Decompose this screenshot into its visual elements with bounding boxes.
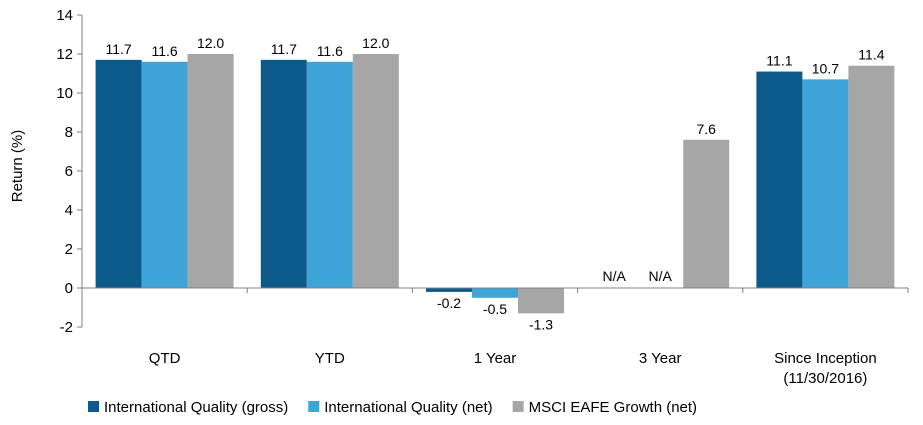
bar xyxy=(95,59,142,288)
bar xyxy=(141,61,188,288)
bar xyxy=(426,288,472,292)
bar xyxy=(472,288,518,298)
bar xyxy=(756,71,803,288)
legend-swatch xyxy=(88,401,99,412)
data-label: 12.0 xyxy=(362,35,389,51)
legend-item: International Quality (gross) xyxy=(88,399,288,416)
y-axis-title: Return (%) xyxy=(9,130,26,203)
y-tick-label: 0 xyxy=(65,280,73,297)
data-label: N/A xyxy=(649,268,673,284)
data-label: 12.0 xyxy=(197,35,224,51)
y-tick-label: 12 xyxy=(56,46,73,63)
data-label: 7.6 xyxy=(696,121,716,137)
bars: 11.7 11.6 12.0 11.7 11.6 12.0 -0.2 -0.5 -1.3 N/A N… xyxy=(95,35,895,332)
bar xyxy=(518,288,564,314)
bar xyxy=(306,61,353,288)
data-label: 11.7 xyxy=(105,41,131,57)
x-category-label: 1 Year xyxy=(474,350,517,367)
data-label: 11.7 xyxy=(271,41,297,57)
data-label: N/A xyxy=(603,268,627,284)
bar xyxy=(352,54,399,288)
y-tick-label: 8 xyxy=(65,124,73,141)
legend-item: International Quality (net) xyxy=(308,399,493,416)
bar xyxy=(802,79,849,288)
legend-label: MSCI EAFE Growth (net) xyxy=(529,399,697,416)
data-label: 11.1 xyxy=(766,53,792,69)
y-tick-label: 2 xyxy=(65,241,73,258)
bar xyxy=(187,54,234,288)
data-label: 11.6 xyxy=(317,43,343,59)
bar xyxy=(683,139,730,288)
x-category-label: Since Inception (11/30/2016) xyxy=(774,350,877,387)
legend-swatch xyxy=(512,401,524,412)
legend-label: International Quality (gross) xyxy=(104,399,288,416)
data-label: 11.6 xyxy=(151,43,177,59)
legend-swatch xyxy=(308,401,320,412)
y-tick-label: 14 xyxy=(56,7,73,24)
data-label: -0.5 xyxy=(483,301,507,317)
data-label: -1.3 xyxy=(529,316,553,332)
legend: International Quality (gross) Internation… xyxy=(88,399,697,416)
y-tick-label: 10 xyxy=(56,85,73,102)
bar xyxy=(260,59,307,288)
data-label: 11.4 xyxy=(858,47,884,63)
data-label: 10.7 xyxy=(812,60,839,76)
y-tick-label: 6 xyxy=(65,163,73,180)
y-tick-label: 4 xyxy=(65,202,73,219)
legend-item: MSCI EAFE Growth (net) xyxy=(512,399,697,416)
x-axis: QTD YTD 1 Year 3 Year Since Inception (11/30/… xyxy=(81,287,909,387)
y-axis: -2 0 2 4 6 8 10 12 14 xyxy=(56,7,83,336)
data-label: -0.2 xyxy=(437,295,461,311)
bar xyxy=(848,65,895,288)
x-category-label: YTD xyxy=(315,350,345,367)
legend-label: International Quality (net) xyxy=(324,399,492,416)
x-category-label: QTD xyxy=(149,350,181,367)
y-tick-label: -2 xyxy=(60,319,73,336)
x-category-label: 3 Year xyxy=(639,350,682,367)
